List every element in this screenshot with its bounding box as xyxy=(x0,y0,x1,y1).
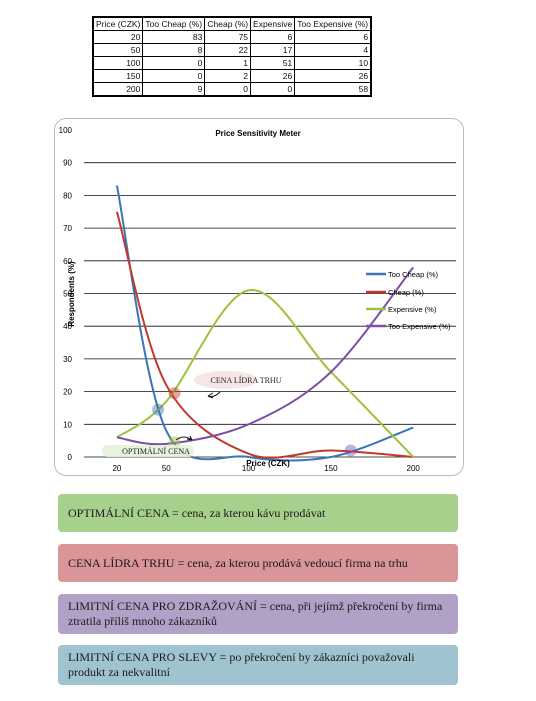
x-tick-labels: 20 50 100 150 200 xyxy=(112,464,420,473)
y-axis-label: Respondents (%) xyxy=(67,261,76,327)
annotation-market-leader: CENA LÍDRA TRHU xyxy=(211,375,282,385)
table-cell: 9 xyxy=(142,82,206,97)
x-axis-label: Price (CZK) xyxy=(246,459,290,468)
arrow-icon xyxy=(207,391,221,397)
legend-label-cheap: Cheap (%) xyxy=(388,288,424,297)
y-tick-label: 60 xyxy=(63,257,72,266)
y-tick-label: 80 xyxy=(63,191,72,200)
table-cell: 0 xyxy=(250,82,296,97)
definition-text: CENA LÍDRA TRHU = cena, za kterou prodáv… xyxy=(68,555,408,570)
y-tick-labels: 0 10 20 30 40 50 60 70 80 90 100 xyxy=(59,126,73,462)
y-tick-label: 50 xyxy=(63,290,72,299)
definition-optimal-price: OPTIMÁLNÍ CENA = cena, za kterou kávu pr… xyxy=(58,494,458,532)
x-tick-label: 20 xyxy=(112,464,121,473)
annotation-optimal-price: OPTIMÁLNÍ CENA xyxy=(122,446,190,456)
annotation-highlight xyxy=(194,371,258,389)
table-cell: 26 xyxy=(250,69,296,83)
series-layer xyxy=(115,185,414,462)
table-cell: 150 xyxy=(92,69,144,83)
definition-text: LIMITNÍ CENA PRO ZDRAŽOVÁNÍ = cena, při … xyxy=(68,599,443,628)
x-tick-label: 200 xyxy=(407,464,421,473)
table-cell: 200 xyxy=(92,82,144,97)
table-cell: 0 xyxy=(142,69,206,83)
table-row: 100 0 1 51 10 xyxy=(92,56,372,70)
legend: Too Cheap (%) Cheap (%) Expensive (%) To… xyxy=(366,270,451,331)
arrowhead-icon xyxy=(186,435,193,441)
definition-text: OPTIMÁLNÍ CENA = cena, za kterou kávu pr… xyxy=(68,505,326,520)
y-tick-label: 100 xyxy=(59,126,73,135)
table-cell: 26 xyxy=(294,69,372,83)
definition-price-increase-limit: LIMITNÍ CENA PRO ZDRAŽOVÁNÍ = cena, při … xyxy=(58,594,458,634)
table-cell: 58 xyxy=(294,82,372,97)
legend-label-too-cheap: Too Cheap (%) xyxy=(388,270,439,279)
definition-market-leader-price: CENA LÍDRA TRHU = cena, za kterou prodáv… xyxy=(58,544,458,582)
arrow-icon xyxy=(175,436,193,441)
table-header-row: Price (CZK) Too Cheap (%) Cheap (%) Expe… xyxy=(92,16,372,31)
legend-label-expensive: Expensive (%) xyxy=(388,305,437,314)
y-tick-label: 0 xyxy=(68,453,73,462)
annotation-highlight xyxy=(102,445,194,457)
y-tick-label: 90 xyxy=(63,159,72,168)
y-tick-label: 30 xyxy=(63,355,72,364)
legend-label-too-expensive: Too Expensive (%) xyxy=(388,322,451,331)
series-cheap xyxy=(115,211,414,459)
highlight-point xyxy=(168,387,181,400)
arrowhead-icon xyxy=(207,392,214,399)
y-tick-label: 40 xyxy=(63,322,72,331)
table-row: 200 9 0 0 58 xyxy=(92,82,372,97)
highlight-point xyxy=(152,403,165,416)
x-tick-label: 50 xyxy=(162,464,171,473)
y-tick-label: 70 xyxy=(63,224,72,233)
table-row: 150 0 2 26 26 xyxy=(92,69,372,83)
highlight-point xyxy=(344,444,357,457)
x-tick-label: 100 xyxy=(242,464,256,473)
definition-text: LIMITNÍ CENA PRO SLEVY = po překročení b… xyxy=(68,650,415,679)
chart-title: Price Sensitivity Meter xyxy=(215,129,300,138)
y-tick-label: 20 xyxy=(63,388,72,397)
series-too-cheap xyxy=(115,185,414,462)
chart-frame xyxy=(54,118,464,476)
price-sensitivity-chart: 0 10 20 30 40 50 60 70 80 90 100 20 50 100 150 200 Pri… xyxy=(59,126,456,473)
price-table: Price (CZK) Too Cheap (%) Cheap (%) Expe… xyxy=(92,16,373,97)
x-tick-label: 150 xyxy=(324,464,338,473)
series-expensive xyxy=(116,289,414,458)
definition-discount-limit: LIMITNÍ CENA PRO SLEVY = po překročení b… xyxy=(58,645,458,685)
y-tick-label: 10 xyxy=(63,420,72,429)
